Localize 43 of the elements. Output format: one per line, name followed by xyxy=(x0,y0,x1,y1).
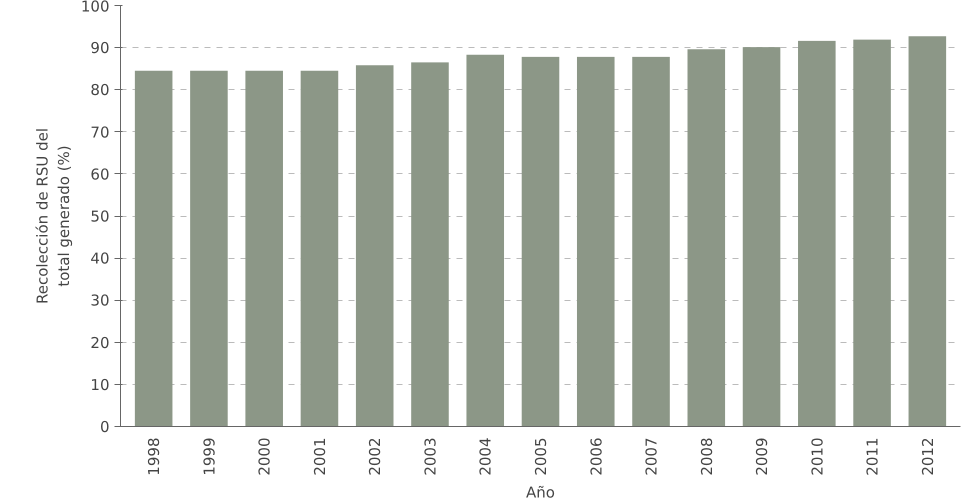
bar xyxy=(742,47,780,426)
x-tick-label: 2007 xyxy=(642,437,661,476)
x-tick-label: 1999 xyxy=(200,437,218,476)
x-axis-title: Año xyxy=(526,484,555,502)
bar xyxy=(632,56,670,426)
bar xyxy=(798,40,836,426)
y-tick-label: 40 xyxy=(90,250,110,268)
bar xyxy=(688,49,726,426)
bar xyxy=(411,62,449,426)
y-tick-label: 70 xyxy=(90,123,110,142)
x-tick-label: 2000 xyxy=(256,437,274,476)
y-tick-label: 10 xyxy=(90,376,110,394)
bar xyxy=(245,70,283,426)
x-tick-label: 2003 xyxy=(421,437,440,476)
y-tick-label: 80 xyxy=(90,81,110,100)
bar xyxy=(522,56,560,426)
x-tick-label: 2004 xyxy=(476,437,495,476)
bar xyxy=(356,65,394,426)
x-tick-label: 2010 xyxy=(808,437,826,476)
y-tick-label: 0 xyxy=(100,418,110,436)
x-tick-label: 2009 xyxy=(753,437,772,476)
y-tick-label: 60 xyxy=(90,165,110,184)
x-tick-label: 2006 xyxy=(587,437,606,476)
x-tick-label: 2001 xyxy=(310,437,329,476)
y-tick-label: 90 xyxy=(90,39,110,58)
y-tick-label: 100 xyxy=(80,0,110,16)
bar xyxy=(190,70,228,426)
x-tick-label: 2008 xyxy=(698,437,716,476)
x-tick-label: 2011 xyxy=(864,437,882,476)
x-tick-label: 2002 xyxy=(366,437,384,476)
bar xyxy=(300,70,338,426)
bar xyxy=(853,40,891,426)
y-tick-label: 50 xyxy=(90,208,110,226)
x-tick-label: 1998 xyxy=(145,437,164,476)
bar xyxy=(466,54,504,426)
x-tick-label: 2005 xyxy=(532,437,550,476)
x-tick-label: 2012 xyxy=(918,437,937,476)
y-tick-label: 30 xyxy=(90,292,110,310)
bar xyxy=(908,36,946,426)
bar xyxy=(134,70,172,426)
bar xyxy=(576,56,615,426)
y-axis-title: Recolección de RSU del total generado (%) xyxy=(33,128,73,304)
y-tick-label: 20 xyxy=(90,334,110,352)
